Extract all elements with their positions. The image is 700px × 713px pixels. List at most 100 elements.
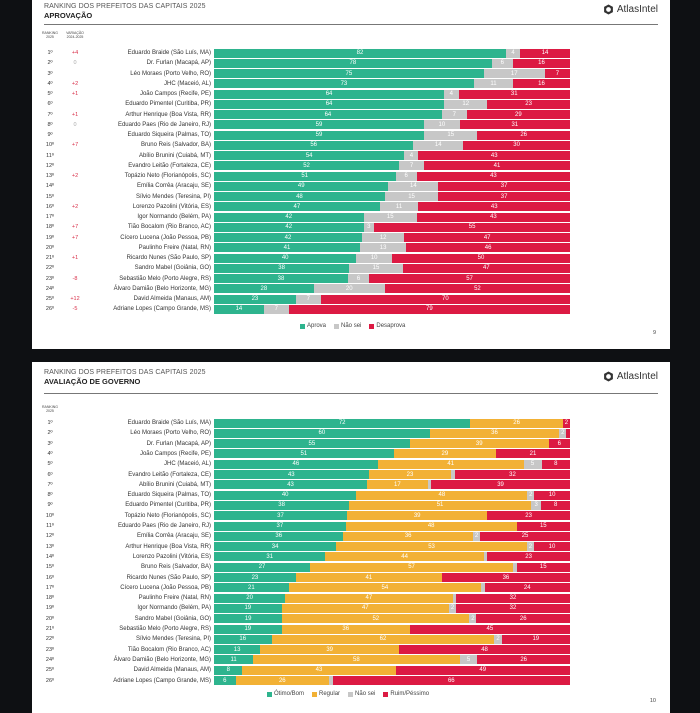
stacked-bar: 49 14 37: [214, 181, 570, 191]
rank-label: 19º: [45, 605, 55, 612]
stacked-bar: 40 10 50: [214, 253, 570, 263]
bar-segment-aprova: 78: [214, 58, 492, 68]
bar-segment-desaprova: 31: [458, 89, 570, 99]
bar-segment-aprova: 42: [214, 212, 364, 222]
rank-label: 11º: [46, 523, 54, 529]
rank-label: 20º: [45, 244, 55, 251]
bar-segment-regular: 41: [295, 573, 442, 582]
bar-segment-ruim-pessimo: 6: [548, 439, 570, 449]
mayor-name: Sandro Mabel (Goiânia, GO): [134, 615, 211, 622]
table-row: 6º Evandro Leitão (Fortaleza, CE) 43 23 32: [32, 470, 670, 480]
stacked-bar: 19 47 2 32: [214, 603, 570, 613]
rank-label: 6º: [47, 471, 53, 478]
legend-swatch: [383, 691, 389, 697]
bar-segment-ruim-pessimo: 32: [456, 593, 570, 603]
table-row: 19º Igor Normando (Belém, PA) 19 47 2 32: [32, 603, 670, 613]
table-row: 20º Sandro Mabel (Goiânia, GO) 19 52 2 26: [32, 614, 670, 624]
bar-segment-ruim-pessimo: 15: [516, 521, 570, 531]
bar-segment-nao-sei: 15: [384, 192, 439, 201]
rank-label: 2º: [47, 430, 53, 437]
table-row: 13º Arthur Henrique (Boa Vista, RR) 34 53 2 1…: [32, 542, 670, 552]
bar-segment-regular: 17: [367, 480, 428, 490]
mayor-name: Evandro Leitão (Fortaleza, CE): [128, 162, 211, 169]
bar-segment-regular: 39: [260, 645, 400, 655]
stacked-bar: 23 7 70: [214, 294, 570, 304]
mayor-name: JHC (Maceió, AL): [163, 461, 211, 468]
bar-segment-ruim-pessimo: [566, 428, 570, 438]
stacked-bar: 40 48 2 10: [214, 490, 570, 500]
rank-label: 17º: [45, 214, 55, 220]
bar-segment-nao-sei: 2: [526, 542, 535, 552]
table-row: 22º Sandro Mabel (Goiânia, GO) 38 15 47: [32, 263, 670, 273]
rank-label: 24º: [45, 285, 55, 292]
stacked-bar: 72 26 2: [214, 418, 570, 428]
bar-segment-ruim-pessimo: 15: [516, 562, 570, 572]
mayor-name: Evandro Leitão (Fortaleza, CE): [128, 471, 211, 478]
rank-label: 7º: [47, 481, 53, 488]
bar-segment-desaprova: 57: [369, 274, 570, 283]
mayor-name: Álvaro Damião (Belo Horizonte, MG): [113, 656, 211, 663]
table-row: 18º +7 Tião Bocalom (Rio Branco, AC) 42 3 55: [32, 222, 670, 232]
rank-label: 12º: [45, 533, 55, 540]
slide-suptitle: RANKING DOS PREFEITOS DAS CAPITAIS 2025: [44, 369, 206, 376]
bar-segment-nao-sei: 15: [363, 212, 417, 222]
bar-segment-nao-sei: 13: [359, 243, 407, 253]
bar-segment-nao-sei: 7: [441, 110, 467, 119]
bar-segment-aprova: 73: [214, 79, 474, 89]
table-row: 9º Eduardo Pimentel (Curitiba, PR) 38 51 3 8: [32, 500, 670, 510]
stacked-bar: 52 7 41: [214, 161, 570, 171]
bar-segment-nao-sei: 10: [424, 120, 460, 130]
bar-segment-regular: 36: [429, 428, 560, 438]
bar-segment-nao-sei: [452, 593, 457, 603]
bar-segment-otimo-bom: 38: [214, 500, 350, 510]
bar-segment-nao-sei: 14: [413, 140, 464, 150]
bar-segment-nao-sei: 2: [494, 634, 502, 644]
table-row: 15º Sílvio Mendes (Teresina, PI) 48 15 37: [32, 192, 670, 202]
bar-segment-regular: 36: [343, 531, 473, 541]
legend-item: Não sei: [348, 691, 375, 697]
bar-segment-nao-sei: 3: [530, 500, 542, 510]
legend-label: Desaprova: [376, 323, 406, 329]
stacked-bar: 11 58 5 26: [214, 655, 570, 665]
stacked-bar: 64 12 23: [214, 99, 570, 109]
table-row: 7º +1 Arthur Henrique (Boa Vista, RR) 64 7 29: [32, 110, 670, 120]
stacked-bar: 42 12 47: [214, 233, 570, 242]
bar-segment-nao-sei: 5: [523, 459, 542, 469]
table-row: 5º +1 João Campos (Recife, PE) 64 4 31: [32, 89, 670, 99]
mayor-name: Abílio Brunini (Cuiabá, MT): [138, 152, 211, 159]
mayor-name: Igor Normando (Belém, PA): [137, 605, 211, 612]
stacked-bar: 38 51 3 8: [214, 500, 570, 510]
stacked-bar: 64 4 31: [214, 89, 570, 99]
rank-label: 9º: [47, 502, 53, 509]
table-row: 12º Emília Corrêa (Aracaju, SE) 36 36 2 25: [32, 531, 670, 541]
bar-segment-nao-sei: 3: [363, 222, 375, 232]
bar-segment-nao-sei: 2: [448, 603, 457, 613]
bar-segment-regular: 52: [282, 614, 470, 624]
mayor-name: Léo Moraes (Porto Velho, RO): [130, 70, 211, 77]
stacked-bar: 13 39 48: [214, 645, 570, 655]
legend-swatch: [334, 323, 340, 329]
rank-label: 4º: [47, 450, 53, 457]
bar-segment-desaprova: 47: [404, 233, 570, 242]
bar-segment-otimo-bom: 46: [214, 459, 378, 469]
stacked-bar: 6 26 66: [214, 676, 570, 685]
slide-title: APROVAÇÃO: [44, 11, 93, 20]
mayor-name: Cícero Lucena (João Pessoa, PB): [120, 584, 211, 591]
mayor-name: Léo Moraes (Porto Velho, RO): [130, 430, 211, 437]
page-number: 10: [649, 698, 656, 704]
mayor-name: Eduardo Paes (Rio de Janeiro, RJ): [117, 523, 211, 529]
bar-segment-otimo-bom: 20: [214, 593, 286, 603]
table-row: 4º João Campos (Recife, PE) 51 29 21: [32, 449, 670, 459]
mayor-name: Eduardo Braide (São Luís, MA): [127, 420, 211, 426]
bar-segment-aprova: 38: [214, 263, 350, 273]
table-row: 25º +12 David Almeida (Manaus, AM) 23 7 70: [32, 294, 670, 304]
stacked-bar: 8 43 49: [214, 665, 570, 675]
bar-segment-desaprova: 41: [424, 161, 570, 171]
variation-label: +1: [71, 91, 79, 97]
bar-segment-aprova: 82: [214, 48, 506, 58]
bar-segment-ruim-pessimo: 66: [332, 676, 570, 685]
bar-segment-desaprova: 46: [406, 243, 570, 253]
variation-label: +2: [71, 173, 79, 179]
bar-segment-ruim-pessimo: 8: [541, 500, 570, 510]
mayor-name: Sílvio Mendes (Teresina, PI): [135, 636, 211, 643]
